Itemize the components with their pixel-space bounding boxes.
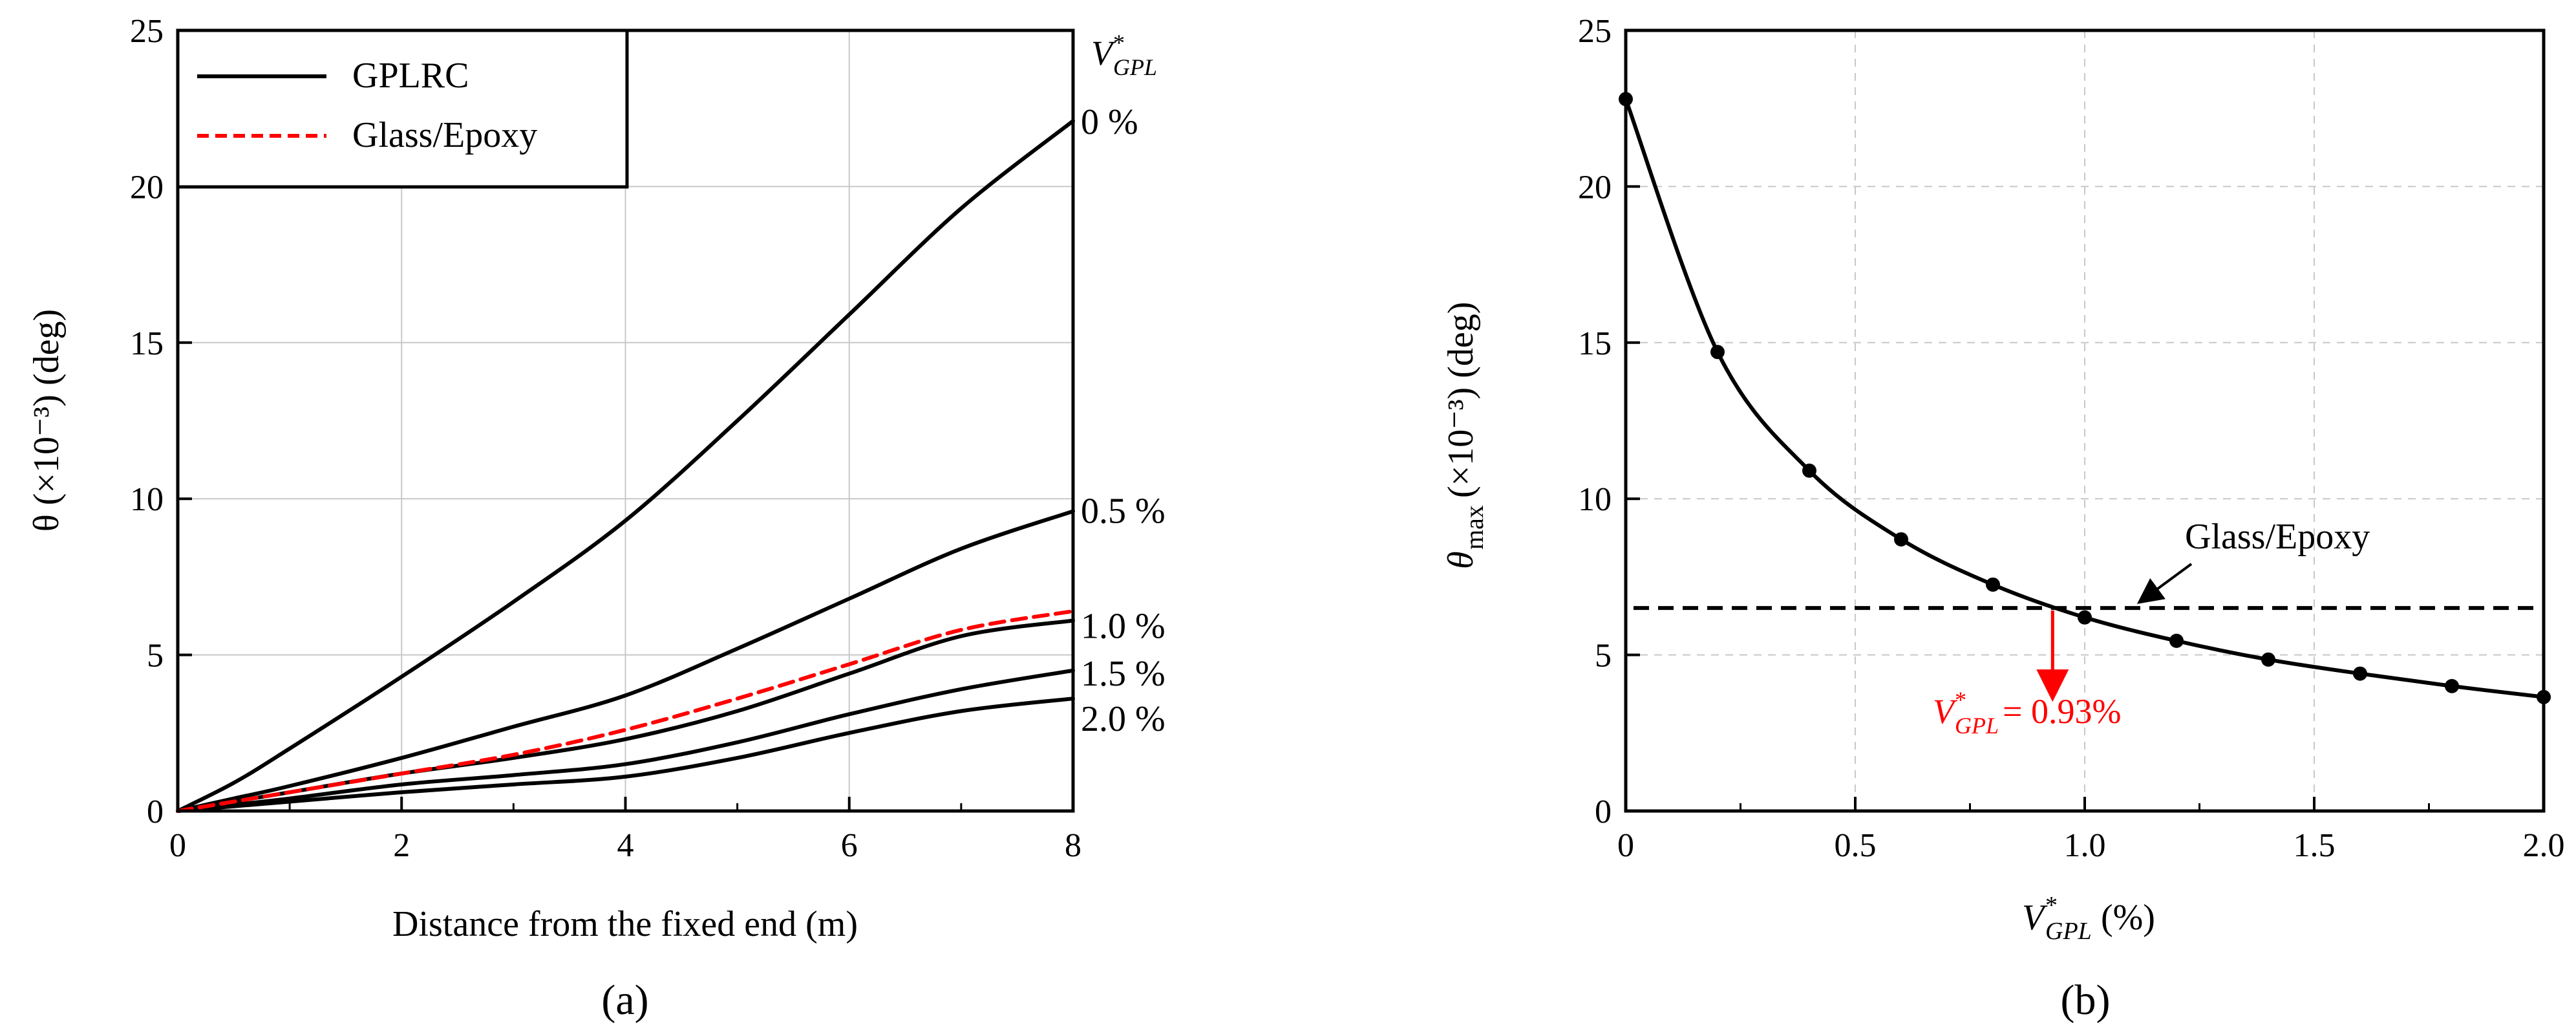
curve-header-star: * [1113,30,1125,56]
legend-label-gplrc: GPLRC [352,56,469,96]
x-axis-label-b: V * GPL (%) [2022,892,2155,945]
y-tick-label: 20 [130,169,164,206]
series-line-gplrc-0 [176,119,1075,813]
y-tick-label: 25 [130,13,164,50]
x-tick-label: 0 [169,827,186,864]
curve-label: 2.0 % [1081,699,1166,739]
curve-label: 0.5 % [1081,492,1166,532]
y-tick-label: 5 [147,638,164,675]
series-line-gplrc-1.5 [176,668,1075,813]
threshold-value: = 0.93% [2003,692,2121,731]
y-tick-label: 15 [130,325,164,362]
y-label-theta: θ [1441,551,1481,569]
chart-b: 0 0.5 1.0 1.5 2.0 0 5 10 15 20 25 Glass/Epoxy V * … [1441,13,2565,1024]
threshold-label: V * GPL = 0.93% [1933,687,2121,739]
x-tick-label: 0 [1617,827,1634,864]
reference-label: Glass/Epoxy [2185,517,2370,557]
series-line-glass-epoxy [176,609,1075,813]
curve-labels: 0 % 0.5 % 1.0 % 1.5 % 2.0 % [1081,102,1166,739]
x-tick-label: 6 [841,827,858,864]
ticks-a: 0 2 4 6 8 0 5 10 15 20 25 [130,13,1081,864]
y-tick-label: 0 [147,794,164,830]
legend-a: GPLRC Glass/Epoxy [176,28,629,189]
x-label-v: V [2022,898,2048,938]
curve-label: 1.0 % [1081,606,1166,646]
curve-header: V * GPL [1091,30,1157,80]
x-tick-label: 1.0 [2064,827,2106,864]
panel-label-a: (a) [601,977,648,1024]
reference-arrow [2136,563,2193,604]
y-tick-label: 15 [1578,325,1612,362]
x-tick-label: 0.5 [1835,827,1877,864]
y-axis-label-b: θ max (×10⁻³) (deg) [1441,302,1489,569]
y-tick-label: 10 [1578,481,1612,518]
data-point [2169,633,2184,648]
x-tick-label: 8 [1065,827,1081,864]
y-tick-label: 20 [1578,169,1612,206]
y-label-unit: (×10⁻³) (deg) [1441,302,1481,498]
y-tick-label: 10 [130,481,164,518]
data-point [1986,577,2000,592]
x-tick-label: 1.5 [2294,827,2336,864]
data-point [2078,610,2092,625]
legend-label-glass-epoxy: Glass/Epoxy [352,115,537,155]
series-line-gplrc-0.5 [176,509,1075,813]
data-point [2261,652,2275,667]
threshold-v: V [1933,692,1958,731]
x-label-star: * [2045,892,2058,919]
data-point [1710,345,1725,360]
x-tick-label: 2.0 [2523,827,2565,864]
x-label-sub: GPL [2045,918,2092,945]
curve-label: 0 % [1081,102,1138,142]
data-point [1894,532,1908,546]
y-label-sub: max [1460,505,1489,550]
chart-a: 0 2 4 6 8 0 5 10 15 20 25 GPLRC Glass/Epoxy V * GP… [27,13,1166,1024]
plot-frame-b [1624,28,2546,813]
x-label-unit: (%) [2101,898,2155,938]
data-point [2445,678,2459,693]
data-point [2353,666,2367,681]
x-axis-label-a: Distance from the fixed end (m) [392,904,858,944]
x-tick-label: 4 [617,827,634,864]
legend-box [176,28,629,189]
threshold-star: * [1955,687,1966,713]
y-tick-label: 0 [1595,794,1612,830]
x-tick-label: 2 [393,827,410,864]
series-line-gplrc-2.0 [176,697,1075,813]
curve-label: 1.5 % [1081,654,1166,694]
series-b [1619,92,2551,704]
data-point [1802,463,1816,478]
y-tick-label: 25 [1578,13,1612,50]
threshold-sub: GPL [1955,713,1999,739]
panel-label-b: (b) [2061,977,2111,1024]
ticks-b: 0 0.5 1.0 1.5 2.0 0 5 10 15 20 25 [1578,13,2565,864]
y-tick-label: 5 [1595,638,1612,675]
curve-header-v: V [1091,34,1116,72]
y-axis-label-a: θ (×10⁻³) (deg) [27,309,67,532]
curve-header-sub: GPL [1113,54,1157,80]
series-a [176,119,1075,813]
